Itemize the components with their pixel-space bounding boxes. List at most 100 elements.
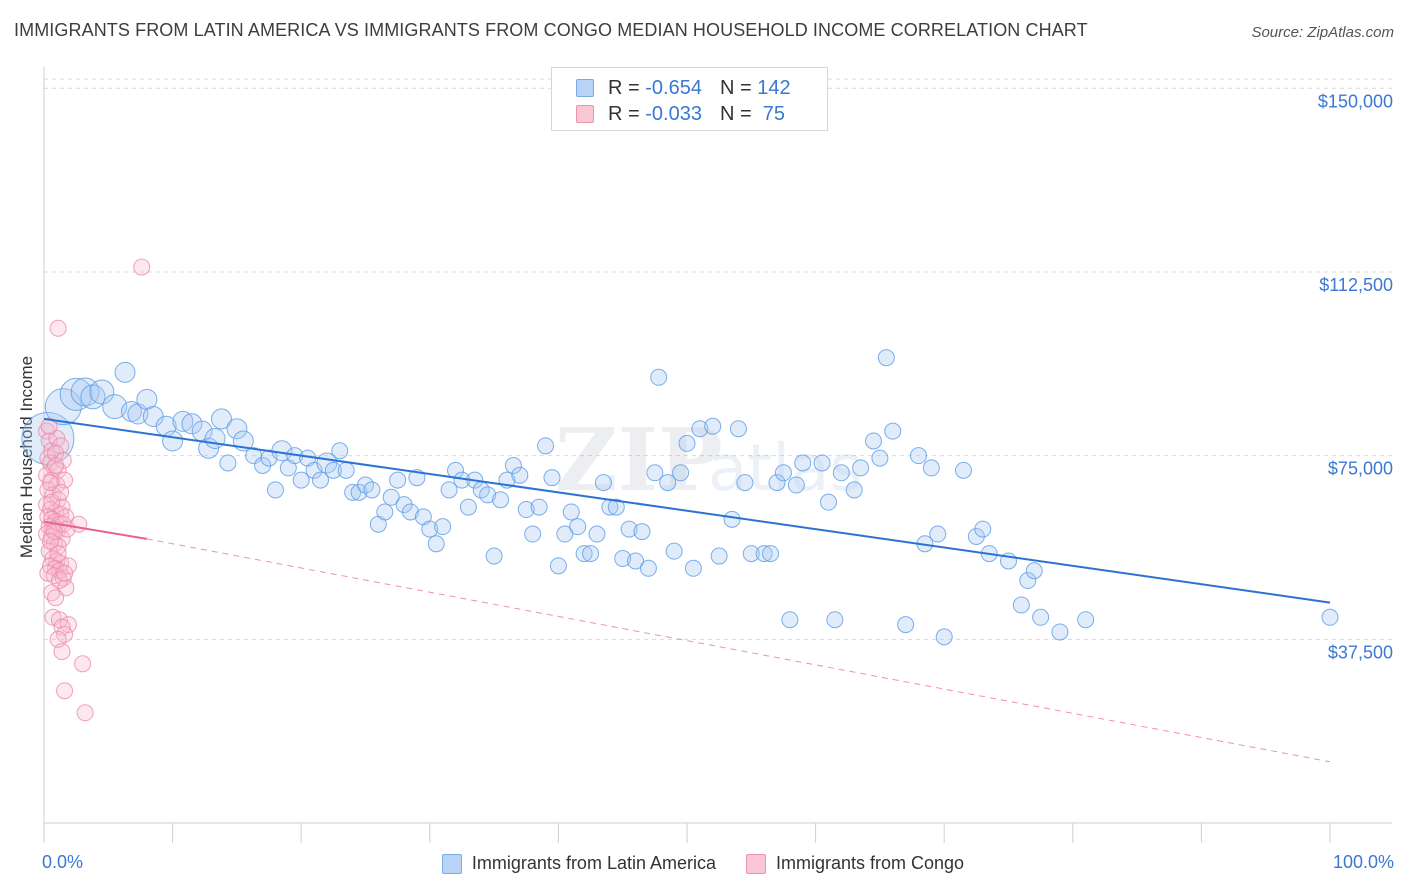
data-point [582,545,600,563]
data-point [56,682,74,700]
data-point [736,474,754,492]
data-point [922,459,940,477]
data-point [543,469,561,487]
data-point [742,545,760,563]
data-point [845,481,863,499]
trend-lines [43,417,1331,763]
data-point [133,258,151,276]
data-point [524,525,542,543]
data-point [569,518,587,536]
y-tick-label: $112,500 [1319,275,1393,295]
data-point [650,368,668,386]
data-point [53,643,71,661]
data-point [1051,623,1069,641]
data-point [102,394,128,420]
data-point [172,410,194,432]
legend-r-label: R = [608,76,640,99]
data-point [459,498,477,516]
source-credit: Source: ZipAtlas.com [1251,24,1394,41]
svg-text:atlas: atlas [708,432,863,506]
series-legend: Immigrants from Latin America Immigrants… [0,853,1406,874]
data-point [530,498,548,516]
data-point [41,474,59,492]
data-point [884,422,902,440]
data-point [382,488,400,506]
data-point [363,481,381,499]
data-point [723,510,741,528]
legend-n-value: 75 [757,102,786,125]
data-point [549,557,567,575]
data-point [967,527,985,545]
data-point [440,481,458,499]
data-point [909,447,927,465]
legend-item-congo: Immigrants from Congo [746,853,964,874]
data-point [210,408,232,430]
data-point [517,501,535,519]
legend-r-value: -0.033 [645,102,702,125]
data-point [1019,572,1037,590]
data-point [864,432,882,450]
data-point [594,474,612,492]
y-tick-label: $75,000 [1328,459,1393,479]
data-point [511,466,529,484]
data-point [47,589,65,607]
data-point [305,461,323,479]
svg-text:ZIP: ZIP [555,410,723,511]
data-point [897,616,915,634]
data-point [376,503,394,521]
axes [43,67,1392,843]
legend-label-congo: Immigrants from Congo [776,853,965,873]
data-point [389,471,407,489]
data-point [324,461,342,479]
data-point [53,498,71,516]
legend-row-congo: R = -0.033 N = 75 [576,101,785,127]
legend-item-latin-america: Immigrants from Latin America [441,853,716,874]
data-point [794,454,812,472]
data-point [620,520,638,538]
data-point [504,456,522,474]
data-point [974,520,992,538]
y-tick-label: $150,000 [1318,91,1393,111]
y-tick-labels: $37,500 $75,000 $112,500 $150,000 [1318,91,1393,662]
data-point [639,559,657,577]
data-point [485,547,503,565]
data-point [826,611,844,629]
data-point [331,442,349,460]
data-point [1012,596,1030,614]
legend-swatch-blue [441,853,462,874]
data-point [832,464,850,482]
data-point [311,471,329,489]
data-point [41,532,59,550]
data-point [813,454,831,472]
correlation-legend: R = -0.654 N = 142 R = -0.033 N = 75 [551,67,828,131]
data-point [729,420,747,438]
data-point [266,481,284,499]
data-point [40,417,58,435]
data-point [402,503,420,521]
data-point [89,379,115,405]
legend-r-label: R = [608,102,640,125]
data-point [871,449,889,467]
data-point [537,437,555,455]
data-point [852,459,870,477]
data-point [607,498,625,516]
data-point [684,559,702,577]
legend-row-latin-america: R = -0.654 N = 142 [576,75,791,101]
data-point [575,545,593,563]
data-point [52,483,70,501]
data-point [1321,608,1339,626]
data-point [1025,562,1043,580]
data-point [337,461,355,479]
data-point [665,542,683,560]
data-point [691,420,709,438]
data-point [492,491,510,509]
trendline-congo [43,520,148,540]
zipatlas-watermark: ZIP atlas [555,410,863,511]
data-point [588,525,606,543]
data-point [219,454,237,472]
data-point [614,550,632,568]
x-tick-label-min: 0.0% [42,852,84,872]
data-point [954,461,972,479]
data-point [56,564,74,582]
